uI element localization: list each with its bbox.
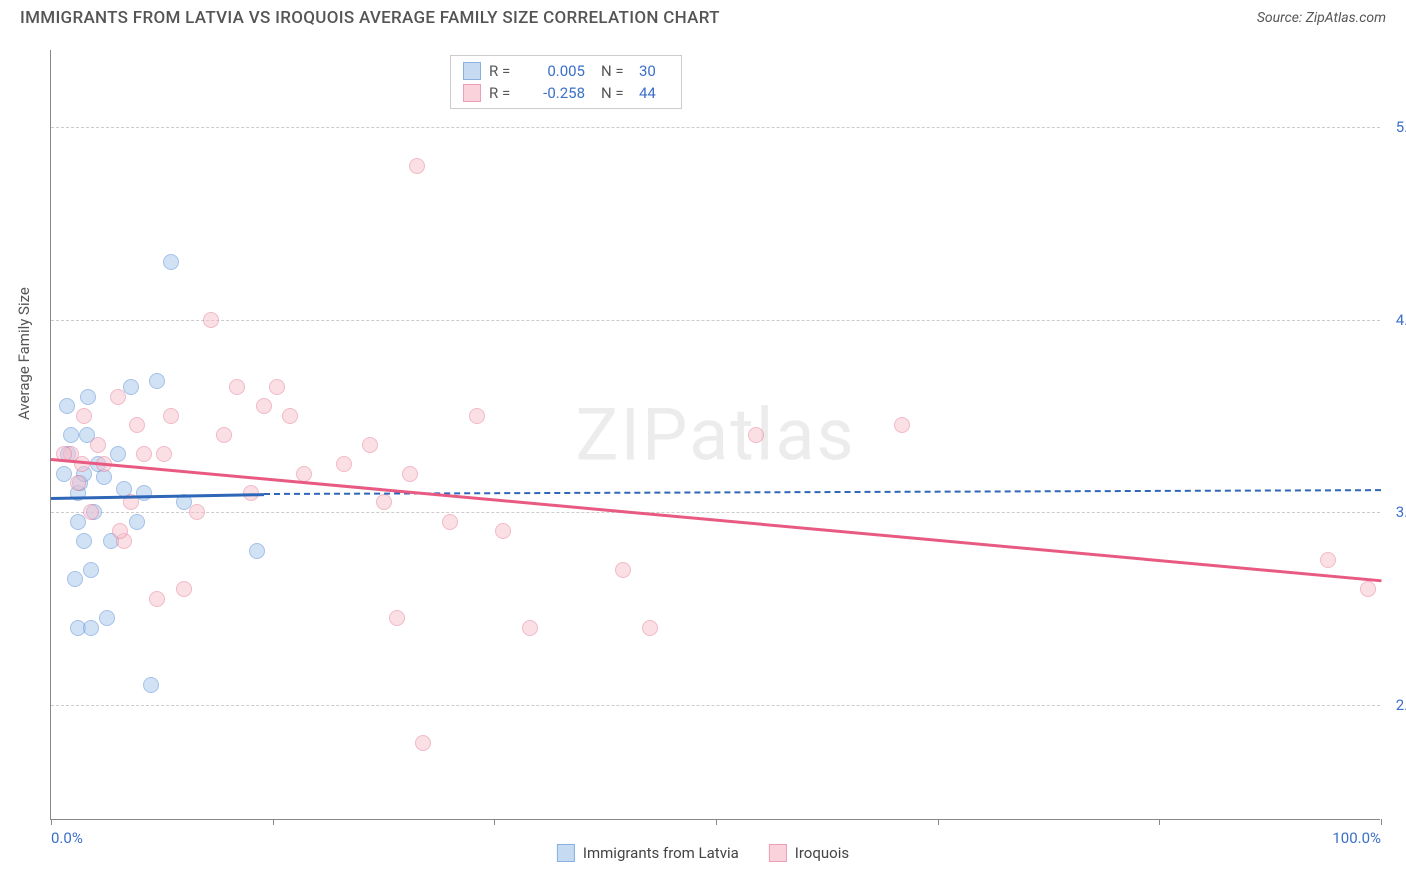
data-point [123, 379, 139, 395]
legend-correlation-row: R = 0.005 N = 30 [463, 60, 669, 82]
data-point [402, 466, 418, 482]
legend-n-value: 44 [639, 84, 669, 102]
data-point [409, 158, 425, 174]
data-point [256, 398, 272, 414]
y-tick-label: 4.00 [1396, 311, 1406, 329]
data-point [522, 620, 538, 636]
data-point [894, 417, 910, 433]
data-point [136, 485, 152, 501]
gridline-horizontal [51, 512, 1380, 513]
data-point [63, 427, 79, 443]
legend-series-label: Iroquois [795, 844, 849, 862]
y-tick-label: 5.00 [1396, 118, 1406, 136]
data-point [376, 494, 392, 510]
x-tick-label: 100.0% [1332, 829, 1381, 847]
legend-swatch [463, 84, 481, 102]
legend-swatch [463, 62, 481, 80]
legend-series: Immigrants from Latvia Iroquois [557, 844, 849, 862]
data-point [336, 456, 352, 472]
legend-swatch [557, 844, 575, 862]
data-point [80, 389, 96, 405]
data-point [216, 427, 232, 443]
data-point [99, 610, 115, 626]
data-point [642, 620, 658, 636]
data-point [203, 312, 219, 328]
legend-r-value: 0.005 [525, 62, 585, 80]
data-point [129, 514, 145, 530]
data-point [163, 254, 179, 270]
legend-n-value: 30 [639, 62, 669, 80]
legend-r-value: -0.258 [525, 84, 585, 102]
legend-series-item: Immigrants from Latvia [557, 844, 739, 862]
data-point [76, 408, 92, 424]
y-tick-label: 2.00 [1396, 696, 1406, 714]
data-point [163, 408, 179, 424]
chart-header: IMMIGRANTS FROM LATVIA VS IROQUOIS AVERA… [0, 0, 1406, 32]
data-point [296, 466, 312, 482]
legend-correlation-box: R = 0.005 N = 30 R = -0.258 N = 44 [450, 55, 682, 109]
data-point [229, 379, 245, 395]
gridline-horizontal [51, 705, 1380, 706]
data-point [495, 523, 511, 539]
data-point [83, 562, 99, 578]
data-point [136, 446, 152, 462]
chart-plot-area: ZIPatlas 2.003.004.005.000.0%100.0% [50, 50, 1380, 820]
data-point [389, 610, 405, 626]
data-point [149, 591, 165, 607]
data-point [110, 446, 126, 462]
legend-n-label: N = [601, 62, 631, 80]
data-point [469, 408, 485, 424]
data-point [83, 504, 99, 520]
gridline-horizontal [51, 127, 1380, 128]
y-tick-label: 3.00 [1396, 503, 1406, 521]
data-point [362, 437, 378, 453]
data-point [76, 533, 92, 549]
legend-series-label: Immigrants from Latvia [583, 844, 739, 862]
data-point [282, 408, 298, 424]
data-point [1320, 552, 1336, 568]
x-tick [1381, 819, 1382, 825]
watermark: ZIPatlas [575, 392, 855, 477]
data-point [110, 389, 126, 405]
x-tick [1159, 819, 1160, 825]
legend-swatch [769, 844, 787, 862]
data-point [189, 504, 205, 520]
data-point [129, 417, 145, 433]
chart-title: IMMIGRANTS FROM LATVIA VS IROQUOIS AVERA… [20, 8, 720, 28]
legend-n-label: N = [601, 84, 631, 102]
x-tick [716, 819, 717, 825]
x-tick [51, 819, 52, 825]
data-point [249, 543, 265, 559]
x-tick-label: 0.0% [51, 829, 83, 847]
legend-r-label: R = [489, 62, 517, 80]
data-point [415, 735, 431, 751]
data-point [176, 581, 192, 597]
legend-correlation-row: R = -0.258 N = 44 [463, 82, 669, 104]
legend-r-label: R = [489, 84, 517, 102]
data-point [83, 620, 99, 636]
data-point [90, 437, 106, 453]
trend-line [51, 458, 1381, 582]
data-point [748, 427, 764, 443]
data-point [112, 523, 128, 539]
y-axis-label: Average Family Size [15, 287, 33, 420]
data-point [269, 379, 285, 395]
data-point [59, 398, 75, 414]
gridline-horizontal [51, 320, 1380, 321]
data-point [67, 571, 83, 587]
data-point [615, 562, 631, 578]
chart-source: Source: ZipAtlas.com [1257, 10, 1386, 26]
data-point [1360, 581, 1376, 597]
x-tick [494, 819, 495, 825]
data-point [143, 677, 159, 693]
data-point [149, 373, 165, 389]
legend-series-item: Iroquois [769, 844, 849, 862]
x-tick [938, 819, 939, 825]
data-point [156, 446, 172, 462]
data-point [70, 475, 86, 491]
data-point [442, 514, 458, 530]
x-tick [273, 819, 274, 825]
